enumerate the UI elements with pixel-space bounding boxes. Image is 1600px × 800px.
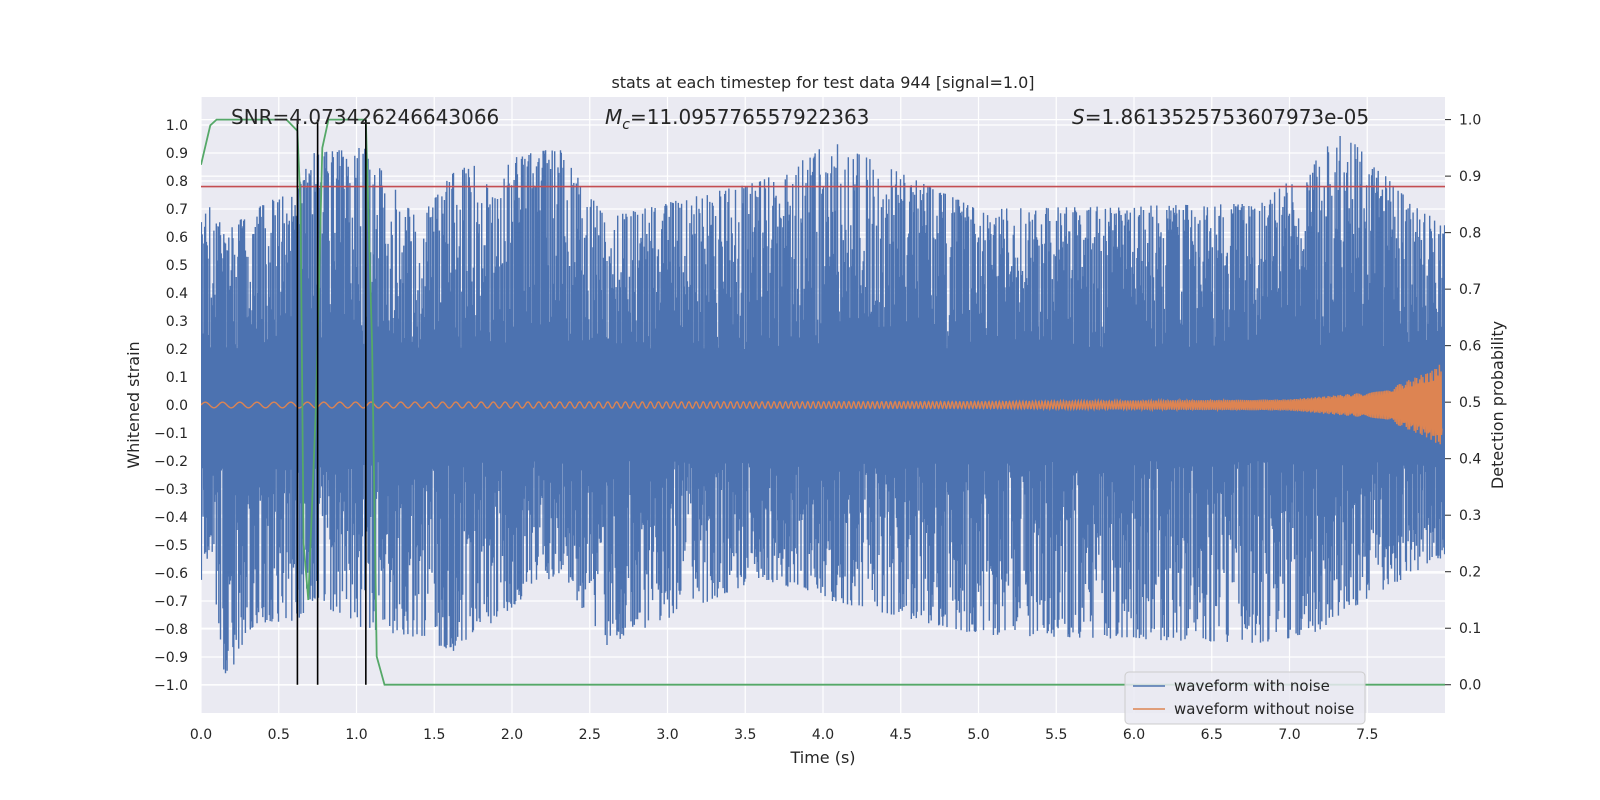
clean-trace [201,364,1443,445]
y-axis-label: Whitened strain [124,341,143,468]
y-tick-label: −0.9 [154,650,188,666]
y-tick-label: −0.6 [154,566,188,582]
series-detection-probability [201,118,1445,686]
y-tick-label: 1.0 [166,118,188,134]
x-tick-label: 1.0 [345,727,367,743]
y2-tick-label: 0.2 [1459,565,1481,581]
series-waveform-without-noise [201,364,1443,445]
x-tick-label: 2.5 [579,727,601,743]
x-tick-label: 3.5 [734,727,756,743]
x-tick-label: 7.0 [1278,727,1300,743]
y-tick-label: 0.1 [166,370,188,386]
y2-tick-label: 0.8 [1459,226,1481,242]
chirp-mass-annotation: Mc=11.095776557922363 [605,105,869,133]
y-tick-label: 0.5 [166,258,188,274]
y-tick-label: 0.0 [166,398,188,414]
y2-axis-label: Detection probability [1488,321,1507,489]
legend-entry-clean: waveform without noise [1174,700,1354,718]
y-axis-right: 1.0 0.9 0.8 0.7 0.6 0.5 0.4 0.3 0.2 0.1 0.0 [1445,113,1481,694]
snr-annotation: SNR=4.073426246643066 [231,105,499,129]
y-tick-label: 0.6 [166,230,188,246]
y2-tick-label: 0.9 [1459,169,1481,185]
probability-trace [201,118,1445,686]
legend-box [1124,671,1366,725]
x-tick-label: 6.5 [1201,727,1223,743]
y-tick-label: 0.7 [166,202,188,218]
y-tick-label: −0.8 [154,622,188,638]
y-tick-label: 0.3 [166,314,188,330]
x-tick-label: 4.0 [812,727,834,743]
x-tick-label: 3.0 [656,727,678,743]
s-value: =1.8613525753607973e-05 [1085,105,1369,129]
chirp-mass-symbol: M [605,105,622,129]
y2-tick-label: 0.1 [1459,621,1481,637]
y-tick-label: −0.2 [154,454,188,470]
y-tick-label: 0.9 [166,146,188,162]
y2-tick-label: 0.4 [1459,452,1481,468]
y-tick-label: −1.0 [154,678,188,694]
x-tick-label: 1.5 [423,727,445,743]
data-layer [201,118,1445,686]
s-annotation: S=1.8613525753607973e-05 [1072,105,1369,129]
y2-tick-label: 0.5 [1459,395,1481,411]
y-tick-label: −0.5 [154,538,188,554]
s-symbol: S [1072,105,1085,129]
y2-tick-label: 0.0 [1459,678,1481,694]
legend-entry-noise: waveform with noise [1174,677,1330,695]
y2-tick-label: 0.3 [1459,508,1481,524]
y-tick-label: −0.3 [154,482,188,498]
y-tick-label: 0.2 [166,342,188,358]
x-tick-label: 5.0 [967,727,989,743]
y-tick-label: −0.4 [154,510,188,526]
y2-tick-label: 1.0 [1459,113,1481,129]
y-tick-label: 0.4 [166,286,188,302]
x-tick-label: 0.0 [190,727,212,743]
y-tick-label: −0.1 [154,426,188,442]
legend: waveform with noise waveform without noi… [1124,671,1366,725]
y-axis-left: 1.0 0.9 0.8 0.7 0.6 0.5 0.4 0.3 0.2 0.1 0.0 −0.1 −0.… [154,118,188,694]
x-tick-label: 0.5 [268,727,290,743]
chirp-mass-value: =11.095776557922363 [630,105,869,129]
chart-title: stats at each timestep for test data 944… [611,73,1034,92]
x-tick-label: 4.5 [890,727,912,743]
y-tick-label: 0.8 [166,174,188,190]
y2-tick-label: 0.6 [1459,339,1481,355]
y-tick-label: −0.7 [154,594,188,610]
x-tick-label: 2.0 [501,727,523,743]
y2-tick-label: 0.7 [1459,282,1481,298]
detection-event-lines [296,119,367,685]
noise-trace [201,136,1445,674]
x-tick-label: 7.5 [1356,727,1378,743]
x-axis-label: Time (s) [789,748,855,767]
x-tick-label: 5.5 [1045,727,1067,743]
x-tick-label: 6.0 [1123,727,1145,743]
x-axis: 0.0 0.5 1.0 1.5 2.0 2.5 3.0 3.5 4.0 4.5 5.0 5.5 6.0 6… [190,727,1379,743]
chirp-mass-subscript: c [622,117,630,133]
